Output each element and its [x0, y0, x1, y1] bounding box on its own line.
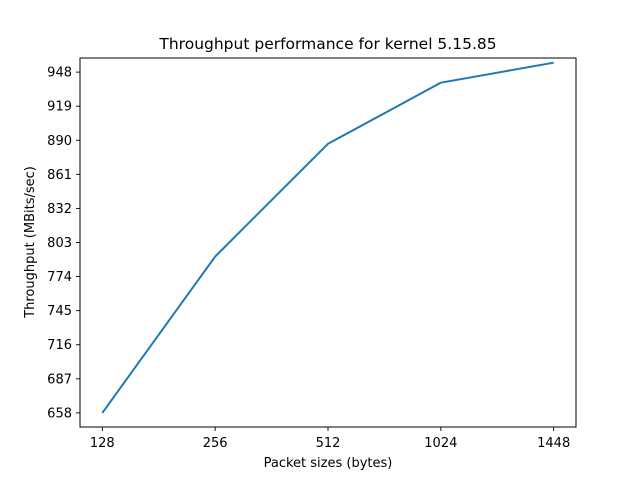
- plot-area: 658 687 716 745 774 803 832 861 890 919 948 128 256…: [47, 57, 577, 451]
- x-tick-label: 1024: [424, 436, 457, 451]
- x-tick-label: 256: [203, 436, 228, 451]
- throughput-series-line: [101, 61, 554, 414]
- y-tick-label: 919: [47, 100, 72, 115]
- x-tick-label: 512: [316, 436, 341, 451]
- chart-title: Throughput performance for kernel 5.15.8…: [158, 35, 496, 53]
- plot-frame: [79, 57, 577, 428]
- y-tick-label: 716: [47, 338, 72, 353]
- series-layer: [101, 61, 554, 414]
- y-tick-label: 658: [47, 406, 72, 421]
- y-tick-label: 687: [47, 372, 72, 387]
- y-tick-label: 803: [47, 236, 72, 251]
- y-tick-label: 774: [47, 270, 72, 285]
- x-tick-label: 1448: [537, 436, 570, 451]
- x-axis: 128 256 512 1024 1448: [90, 427, 570, 451]
- y-tick-label: 861: [47, 168, 72, 183]
- y-tick-label: 832: [47, 202, 72, 217]
- y-tick-label: 890: [47, 134, 72, 149]
- y-tick-label: 948: [47, 66, 72, 81]
- x-tick-label: 128: [90, 436, 115, 451]
- y-axis: 658 687 716 745 774 803 832 861 890 919 948: [47, 66, 80, 421]
- y-axis-title: Throughput (MBits/sec): [23, 166, 38, 319]
- x-axis-title: Packet sizes (bytes): [264, 456, 393, 471]
- y-tick-label: 745: [47, 304, 72, 319]
